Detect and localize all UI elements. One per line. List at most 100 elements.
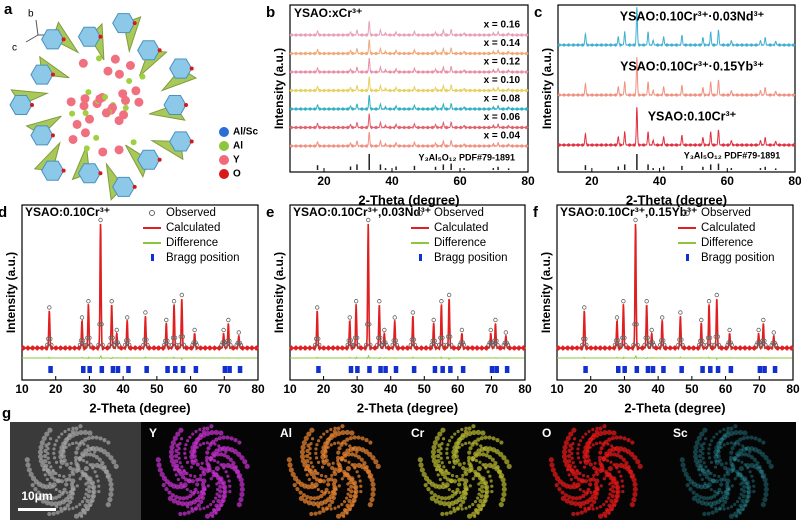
map-speckle xyxy=(761,440,766,445)
map-speckle xyxy=(578,471,582,476)
map-speckle xyxy=(178,511,183,517)
y-axis-label: Intensity (a.u.) xyxy=(540,48,554,129)
map-speckle xyxy=(86,494,91,499)
map-speckle xyxy=(54,471,58,476)
map-speckle xyxy=(729,426,734,431)
observed-point xyxy=(162,342,167,348)
map-speckle xyxy=(67,427,71,432)
map-speckle xyxy=(589,490,593,495)
map-speckle xyxy=(221,435,226,440)
map-speckle xyxy=(329,507,333,511)
map-speckle xyxy=(62,474,66,479)
observed-point xyxy=(431,317,436,323)
observed-point xyxy=(495,342,500,348)
map-speckle xyxy=(745,481,749,486)
map-speckle xyxy=(749,455,754,460)
x-tick-label: 60 xyxy=(721,174,735,188)
map-speckle xyxy=(589,436,594,442)
map-speckle xyxy=(716,490,721,495)
map-speckle xyxy=(369,496,375,503)
map-speckle xyxy=(46,456,50,460)
map-speckle xyxy=(215,487,220,492)
map-speckle xyxy=(460,507,464,511)
map-speckle xyxy=(577,443,581,447)
observed-point xyxy=(712,342,717,348)
map-speckle xyxy=(743,452,748,457)
map-speckle xyxy=(484,466,488,470)
al-atom xyxy=(126,78,133,85)
observed-point xyxy=(615,338,621,343)
map-speckle xyxy=(85,476,90,481)
map-speckle xyxy=(370,491,376,498)
map-speckle xyxy=(202,426,206,430)
map-speckle xyxy=(57,435,61,439)
map-speckle xyxy=(60,432,64,436)
map-speckle xyxy=(741,444,745,448)
map-speckle xyxy=(571,427,577,433)
map-speckle xyxy=(192,454,197,459)
bragg-tick xyxy=(224,366,228,373)
map-speckle xyxy=(353,486,357,490)
map-speckle xyxy=(437,431,443,437)
map-speckle xyxy=(309,471,314,477)
map-speckle xyxy=(610,480,615,485)
map-speckle xyxy=(570,496,576,501)
observed-point xyxy=(48,336,53,342)
map-tile xyxy=(665,422,796,520)
map-speckle xyxy=(575,468,579,473)
map-speckle xyxy=(436,494,441,500)
y-atom xyxy=(118,89,128,99)
observed-point xyxy=(225,338,230,344)
map-speckle xyxy=(75,446,80,451)
map-speckle xyxy=(83,465,89,472)
map-speckle xyxy=(751,479,755,483)
map-speckle xyxy=(24,457,30,463)
map-speckle xyxy=(477,492,481,496)
map-speckle xyxy=(700,477,704,482)
map-speckle xyxy=(185,439,190,443)
map-speckle xyxy=(216,460,220,464)
oxygen-atom xyxy=(189,139,194,144)
map-speckle xyxy=(53,501,59,507)
map-speckle xyxy=(236,451,242,457)
map-speckle xyxy=(699,431,705,437)
map-speckle xyxy=(729,461,734,466)
x-tick-label: 70 xyxy=(218,382,232,396)
map-speckle xyxy=(308,446,312,451)
map-speckle xyxy=(715,491,720,496)
map-speckle xyxy=(198,443,202,447)
map-speckle xyxy=(205,461,210,466)
map-speckle xyxy=(299,453,306,460)
map-speckle xyxy=(347,460,351,464)
map-speckle xyxy=(706,485,710,489)
observed-point xyxy=(49,342,54,348)
bragg-tick xyxy=(180,366,184,373)
map-speckle xyxy=(456,507,460,511)
map-speckle xyxy=(725,491,730,496)
map-speckle xyxy=(612,452,617,457)
map-speckle xyxy=(106,440,111,445)
observed-point xyxy=(658,338,664,343)
map-speckle xyxy=(84,492,88,496)
map-speckle xyxy=(340,477,344,481)
map-speckle xyxy=(204,513,211,519)
map-speckle xyxy=(70,478,76,484)
map-speckle xyxy=(680,462,686,468)
map-speckle xyxy=(738,496,742,500)
observed-point xyxy=(144,337,149,342)
map-speckle xyxy=(331,482,337,487)
observed-point xyxy=(633,217,638,223)
map-speckle xyxy=(346,452,351,457)
map-speckle xyxy=(209,458,213,462)
map-speckle xyxy=(312,496,317,501)
map-speckle xyxy=(205,505,210,509)
map-speckle xyxy=(351,446,355,451)
observed-point xyxy=(662,342,667,348)
map-speckle xyxy=(592,499,597,504)
observed-point xyxy=(364,342,369,348)
map-speckle xyxy=(69,495,75,501)
map-speckle xyxy=(694,493,699,498)
map-speckle xyxy=(454,454,459,459)
map-speckle xyxy=(57,473,62,478)
octahedron xyxy=(77,163,102,184)
